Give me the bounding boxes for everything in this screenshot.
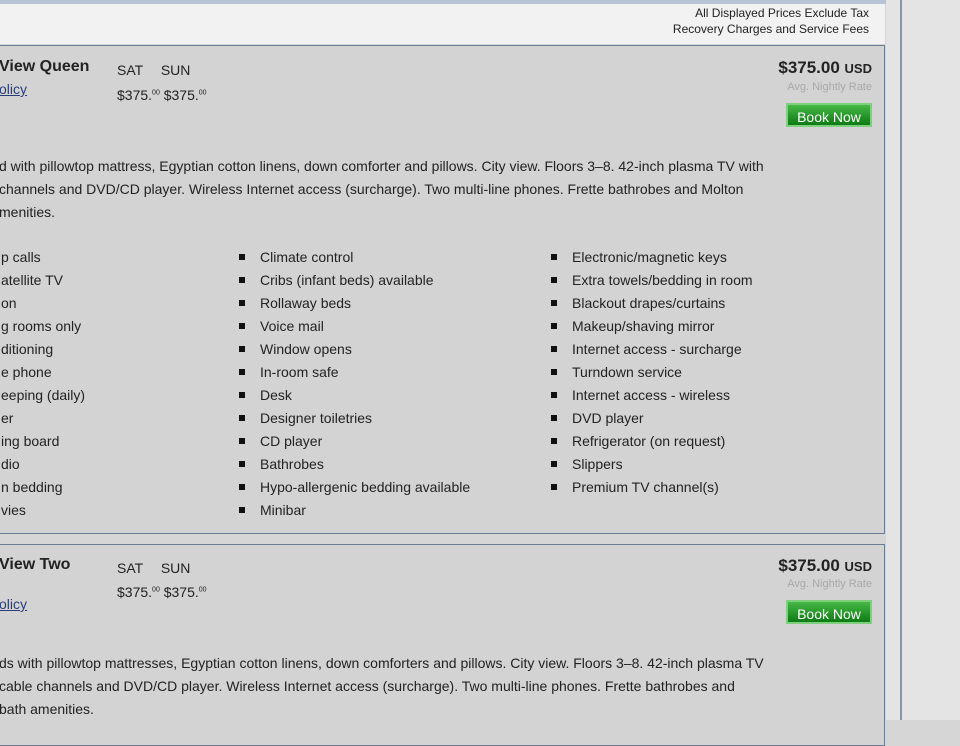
avg-price: $375.00 USD [778, 58, 872, 77]
price-notice: All Displayed Prices Exclude Tax Recover… [0, 4, 885, 44]
amenity-item: Makeup/shaving mirror [551, 315, 753, 338]
window-top-border [0, 0, 960, 4]
amenity-item: In-room safe [238, 361, 470, 384]
room-name: View Queen [0, 58, 90, 75]
amenity-item: eeping (daily) [1, 387, 86, 403]
room-description: d with pillowtop mattress, Egyptian cott… [0, 158, 764, 220]
policy-link[interactable]: olicy [0, 81, 28, 97]
amenity-item: Bathrobes [238, 453, 470, 476]
room-card: View Two olicy SAT SUN $375.00 $375.00 $… [0, 544, 885, 746]
avg-rate-label: Avg. Nightly Rate [787, 578, 872, 590]
amenity-item: DVD player [551, 407, 753, 430]
amenities-column: Electronic/magnetic keys Extra towels/bed… [551, 246, 753, 499]
amenities-column: Climate control Cribs (infant beds) avail… [238, 246, 470, 522]
amenity-item: Slippers [551, 453, 753, 476]
amenities-column: p calls atellite TV on g rooms only ditionin… [1, 246, 85, 522]
amenity-item: g rooms only [1, 318, 82, 334]
amenity-item: p calls [1, 249, 41, 265]
room-card: View Queen olicy SAT SUN $375.00 $375.00… [0, 45, 885, 534]
amenity-item: Internet access - wireless [551, 384, 753, 407]
amenity-item: Designer toiletries [238, 407, 470, 430]
amenity-item: er [1, 410, 14, 426]
book-now-button[interactable]: Book Now [786, 103, 872, 127]
amenity-item: Rollaway beds [238, 292, 470, 315]
nightly-prices: $375.00 $375.00 [117, 584, 207, 600]
page-gutter [886, 0, 960, 720]
avg-price: $375.00 USD [778, 556, 872, 575]
room-description: ds with pillowtop mattresses, Egyptian c… [0, 655, 764, 717]
amenity-item: ing board [1, 433, 60, 449]
nightly-prices: $375.00 $375.00 [117, 87, 207, 103]
amenity-item: CD player [238, 430, 470, 453]
day-headers: SAT SUN [117, 560, 191, 576]
amenity-item: Internet access - surcharge [551, 338, 753, 361]
policy-link[interactable]: olicy [0, 596, 28, 612]
amenity-item: Hypo-allergenic bedding available [238, 476, 470, 499]
amenity-item: Cribs (infant beds) available [238, 269, 470, 292]
amenity-item: Extra towels/bedding in room [551, 269, 753, 292]
avg-rate-label: Avg. Nightly Rate [787, 81, 872, 93]
amenity-item: e phone [1, 364, 52, 380]
amenity-item: Turndown service [551, 361, 753, 384]
amenity-item: n bedding [1, 479, 63, 495]
notice-line: All Displayed Prices Exclude Tax [695, 6, 869, 20]
amenity-item: on [1, 295, 17, 311]
amenity-item: Blackout drapes/curtains [551, 292, 753, 315]
amenity-item: dio [1, 456, 20, 472]
notice-line: Recovery Charges and Service Fees [672, 22, 869, 36]
amenity-item: Electronic/magnetic keys [551, 246, 753, 269]
amenity-item: ditioning [1, 341, 54, 357]
amenity-item: Climate control [238, 246, 470, 269]
amenity-item: Window opens [238, 338, 470, 361]
gutter-divider [900, 0, 902, 720]
amenity-item: Desk [238, 384, 470, 407]
amenity-item: Refrigerator (on request) [551, 430, 753, 453]
amenity-item: vies [1, 502, 26, 518]
amenity-item: atellite TV [1, 272, 63, 288]
amenity-item: Voice mail [238, 315, 470, 338]
book-now-button[interactable]: Book Now [786, 600, 872, 624]
amenity-item: Minibar [238, 499, 470, 522]
amenity-item: Premium TV channel(s) [551, 476, 753, 499]
room-name: View Two [0, 556, 71, 573]
day-headers: SAT SUN [117, 62, 191, 78]
